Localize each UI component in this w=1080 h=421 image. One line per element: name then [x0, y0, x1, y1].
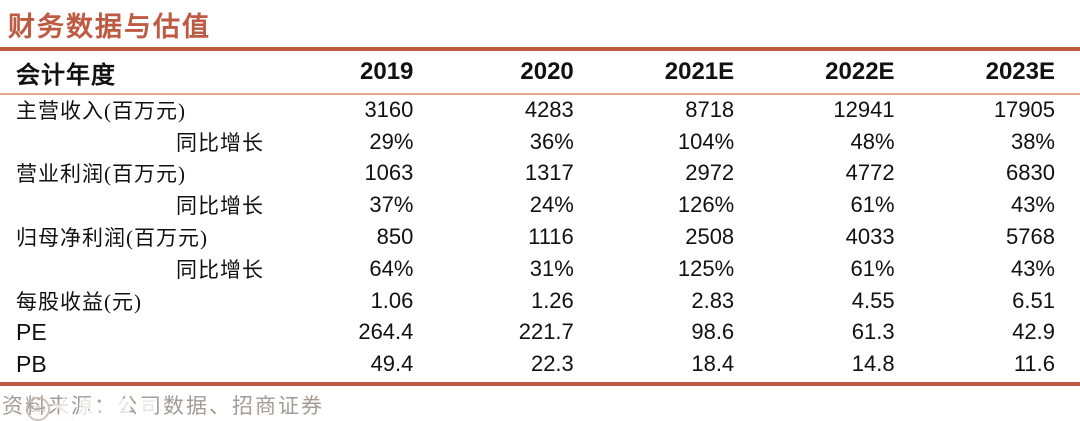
header-year-2020: 2020 — [520, 58, 574, 85]
row-label: 同比增长 — [176, 130, 264, 155]
cell-value: 5768 — [1006, 224, 1055, 250]
row-label: 归母净利润(百万元) — [16, 226, 208, 251]
cell-value: 8718 — [685, 97, 735, 123]
cell-value: 24% — [529, 192, 574, 218]
financial-table: 会计年度 2019 2020 2021E 2022E 2023E 主营收入(百万… — [0, 51, 1080, 380]
table-row-revenue-growth: 同比增长 29% 36% 104% 48% 38% — [0, 126, 1080, 158]
header-year-2021e: 2021E — [664, 58, 735, 85]
table-row-revenue: 主营收入(百万元) 3160 4283 8718 12941 17905 — [0, 94, 1080, 126]
row-label: 营业利润(百万元) — [16, 162, 186, 187]
table-row-operating-profit-growth: 同比增长 37% 24% 126% 61% 43% — [0, 189, 1080, 221]
table-row-net-profit: 归母净利润(百万元) 850 1116 2508 4033 5768 — [0, 221, 1080, 253]
table-row-pb: PB 49.4 22.3 18.4 14.8 11.6 — [0, 348, 1080, 380]
header-year-2023e: 2023E — [985, 58, 1055, 85]
cell-value: 61.3 — [851, 319, 895, 345]
page-title: 财务数据与估值 — [8, 12, 211, 42]
cell-value: 1063 — [364, 160, 414, 186]
header-year-2022e: 2022E — [825, 58, 895, 85]
cell-value: 22.3 — [530, 351, 574, 377]
cell-value: 17905 — [993, 97, 1055, 123]
cell-value: 264.4 — [358, 319, 414, 345]
cell-value: 104% — [677, 128, 735, 154]
header-year-2019: 2019 — [360, 58, 414, 85]
table-row-pe: PE 264.4 221.7 98.6 61.3 42.9 — [0, 317, 1080, 349]
cell-value: 2508 — [685, 224, 735, 250]
cell-value: 64% — [369, 255, 414, 281]
row-label: PE — [16, 318, 47, 345]
cell-value: 3160 — [364, 97, 414, 123]
header-fiscal-year: 会计年度 — [16, 62, 116, 89]
cell-value: 4772 — [845, 160, 895, 186]
cell-value: 221.7 — [518, 319, 574, 345]
title-rule — [0, 47, 1080, 51]
cell-value: 43% — [1010, 255, 1055, 281]
cell-value: 49.4 — [370, 351, 414, 377]
cell-value: 31% — [529, 255, 574, 281]
cell-value: 48% — [850, 128, 895, 154]
cell-value: 850 — [376, 224, 414, 250]
table-header-row: 会计年度 2019 2020 2021E 2022E 2023E — [0, 51, 1080, 94]
cell-value: 42.9 — [1012, 319, 1055, 345]
cell-value: 37% — [369, 192, 414, 218]
row-label: PB — [16, 350, 47, 377]
cell-value: 14.8 — [851, 351, 895, 377]
footer: 资料来源：公司数据、招商证券 500 大数跨境 — [0, 386, 1080, 421]
cell-value: 4.55 — [851, 287, 895, 313]
cell-value: 18.4 — [691, 351, 735, 377]
source-note: 资料来源：公司数据、招商证券 — [2, 394, 324, 419]
cell-value: 2.83 — [691, 287, 735, 313]
cell-value: 43% — [1010, 192, 1055, 218]
cell-value: 4033 — [845, 224, 895, 250]
table-row-operating-profit: 营业利润(百万元) 1063 1317 2972 4772 6830 — [0, 158, 1080, 190]
cell-value: 1317 — [524, 160, 574, 186]
cell-value: 1.26 — [530, 287, 574, 313]
cell-value: 36% — [529, 128, 574, 154]
cell-value: 126% — [677, 192, 735, 218]
cell-value: 38% — [1010, 128, 1055, 154]
cell-value: 12941 — [833, 97, 895, 123]
table-row-eps: 每股收益(元) 1.06 1.26 2.83 4.55 6.51 — [0, 285, 1080, 317]
cell-value: 6.51 — [1012, 287, 1055, 313]
cell-value: 4283 — [524, 97, 574, 123]
bottom-rule — [0, 382, 1080, 387]
row-label: 每股收益(元) — [16, 289, 142, 314]
cell-value: 1.06 — [370, 287, 414, 313]
row-label: 同比增长 — [176, 194, 264, 219]
cell-value: 1116 — [528, 224, 574, 250]
cell-value: 61% — [850, 255, 895, 281]
cell-value: 98.6 — [691, 319, 735, 345]
cell-value: 125% — [677, 255, 735, 281]
cell-value: 11.6 — [1013, 351, 1055, 377]
cell-value: 29% — [369, 128, 414, 154]
row-label: 主营收入(百万元) — [16, 99, 186, 124]
cell-value: 6830 — [1006, 160, 1055, 186]
table-row-net-profit-growth: 同比增长 64% 31% 125% 61% 43% — [0, 253, 1080, 285]
cell-value: 61% — [850, 192, 895, 218]
cell-value: 2972 — [685, 160, 735, 186]
row-label: 同比增长 — [176, 257, 264, 282]
